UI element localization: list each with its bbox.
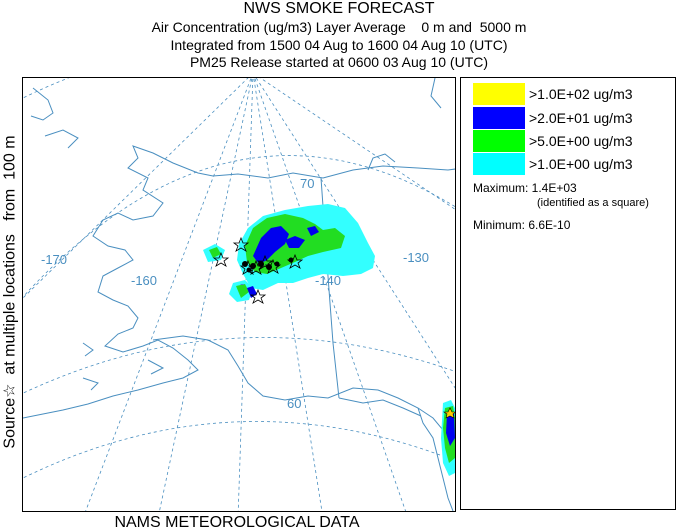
source-star-icon <box>256 254 274 270</box>
source-star-icon <box>232 236 250 252</box>
lon-label-130: -130 <box>403 250 429 265</box>
coastlines <box>23 78 455 511</box>
lon-label-140: -140 <box>315 273 341 288</box>
source-star-icon <box>212 251 230 267</box>
release-start: PM25 Release started at 0600 03 Aug 10 (… <box>189 54 489 70</box>
legend-swatch-blue <box>473 107 525 129</box>
lon-label-160: -160 <box>131 273 157 288</box>
legend-panel: >1.0E+02 ug/m3 >2.0E+01 ug/m3 >5.0E+00 u… <box>460 77 676 510</box>
forecast-title: NWS SMOKE FORECAST <box>243 0 435 17</box>
legend-label-3: >5.0E+00 ug/m3 <box>529 133 633 149</box>
integration-period: Integrated from 1500 04 Aug to 1600 04 A… <box>170 37 508 53</box>
lat-label-60: 60 <box>287 396 301 411</box>
latitude-lines <box>23 78 455 479</box>
smoke-map: 70 60 -170 -160 - -140 -130 <box>22 77 456 512</box>
lon-label-150-partial: - <box>240 276 244 291</box>
panhandle-smoke <box>441 400 455 476</box>
legend-label-4: >1.0E+00 ug/m3 <box>529 156 633 172</box>
legend-swatch-cyan <box>473 153 525 175</box>
met-data-footer: NAMS METEOROLOGICAL DATA <box>114 514 360 531</box>
maximum-note: (identified as a square) <box>537 197 649 209</box>
source-dots <box>242 257 294 273</box>
minimum-value: Minimum: 6.6E-10 <box>473 218 571 232</box>
maximum-value: Maximum: 1.4E+03 <box>473 181 577 195</box>
lon-label-170: -170 <box>41 252 67 267</box>
legend-swatch-yellow <box>473 83 525 105</box>
southeast-border <box>338 397 422 417</box>
source-side-label: Source☆ at multiple locations from 100 m <box>1 135 19 449</box>
legend-swatch-green <box>473 130 525 152</box>
concentration-subtitle: Air Concentration (ug/m3) Layer Average … <box>151 19 527 35</box>
source-star-icon <box>249 288 267 304</box>
lat-label-70: 70 <box>300 176 314 191</box>
legend-label-1: >1.0E+02 ug/m3 <box>529 86 633 102</box>
map-canvas: 70 60 -170 -160 - -140 -130 <box>23 78 455 511</box>
legend-label-2: >2.0E+01 ug/m3 <box>529 110 633 126</box>
